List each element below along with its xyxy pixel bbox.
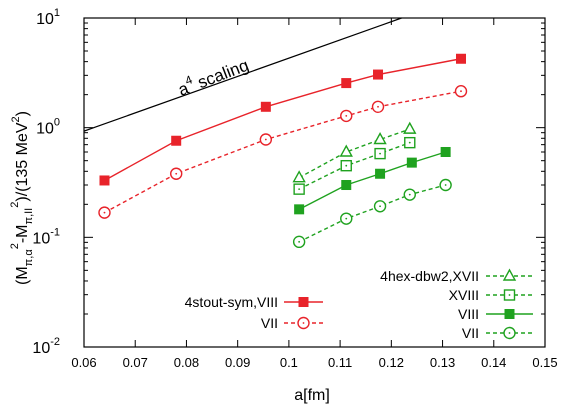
series-line-2 <box>298 128 411 179</box>
x-tick-label: 0.06 <box>71 355 96 370</box>
data-point <box>371 100 385 113</box>
data-point <box>294 204 305 215</box>
series-line-3 <box>298 142 411 190</box>
plot-frame <box>83 17 546 348</box>
y-tick-label: 10-1 <box>32 226 60 247</box>
data-point <box>373 200 387 213</box>
data-point <box>404 136 416 149</box>
data-point <box>99 175 110 186</box>
x-tick-label: 0.08 <box>174 355 199 370</box>
data-point <box>341 180 352 191</box>
data-point <box>293 183 305 195</box>
data-point <box>98 206 111 219</box>
data-point <box>454 85 468 98</box>
x-tick-label: 0.11 <box>328 355 352 370</box>
y-tick-label: 101 <box>36 7 60 28</box>
legend-label: 4stout-sym,VIII <box>185 294 278 310</box>
series-line-5 <box>298 184 446 243</box>
legend-label: VIII <box>458 306 479 322</box>
legend-marker <box>504 309 515 319</box>
legend-label: VII <box>261 315 278 331</box>
data-point <box>292 235 306 249</box>
x-tick-label: 0.14 <box>481 355 506 370</box>
data-point <box>259 133 273 146</box>
annotation-exponent: 4 <box>183 72 195 88</box>
x-tick-label: 0.1 <box>280 355 298 370</box>
data-point <box>260 101 271 112</box>
x-tick-label: 0.15 <box>532 355 557 370</box>
data-point <box>439 178 452 192</box>
data-point <box>455 53 466 64</box>
data-point <box>406 157 417 168</box>
legend-marker <box>503 326 516 340</box>
reference-line-a4 <box>83 17 402 132</box>
legend-marker <box>298 297 309 307</box>
data-point <box>169 167 183 180</box>
data-point <box>292 170 306 183</box>
y-tick-label: 100 <box>36 117 60 138</box>
legend-marker <box>297 316 310 330</box>
legend-marker <box>503 289 516 301</box>
x-tick-label: 0.13 <box>430 355 455 370</box>
series-line-0 <box>104 58 462 182</box>
legend-marker <box>502 268 517 281</box>
data-point <box>339 144 353 157</box>
legend-label: VII <box>462 325 479 341</box>
data-point <box>373 69 384 80</box>
legend: 4stout-sym,VIII VII 4hex-dbw2,XVII XVIII VII… <box>185 268 533 341</box>
x-tick-label: 0.09 <box>225 355 250 370</box>
data-point <box>171 135 182 146</box>
series-layer <box>98 53 468 249</box>
data-point <box>374 147 386 160</box>
annotation-a4-scaling: a4 scaling <box>174 52 251 100</box>
data-point <box>341 78 352 89</box>
y-axis-label: (Mπ,α2-Mπ,II2)/(135 MeV2) <box>9 111 35 285</box>
y-tick-label: 10-2 <box>32 336 60 357</box>
legend-label: XVIII <box>449 287 479 303</box>
data-point <box>340 159 352 172</box>
data-point <box>403 188 416 201</box>
x-tick-label: 0.12 <box>379 355 404 370</box>
data-point <box>403 121 417 134</box>
data-point <box>340 109 353 123</box>
series-line-4 <box>298 151 446 210</box>
data-point <box>340 212 353 225</box>
annotation-rest: scaling <box>191 56 252 94</box>
data-point <box>440 146 451 157</box>
data-point <box>373 132 387 145</box>
x-tick-label: 0.07 <box>123 355 148 370</box>
data-point <box>375 168 386 179</box>
series-line-1 <box>104 90 462 214</box>
ticks-layer: 0.06 0.07 0.08 0.09 0.1 0.11 0.12 0.13 0.14 0.15 1… <box>32 7 557 370</box>
legend-label: 4hex-dbw2,XVII <box>380 268 479 284</box>
x-axis-label: a[fm] <box>294 387 330 404</box>
